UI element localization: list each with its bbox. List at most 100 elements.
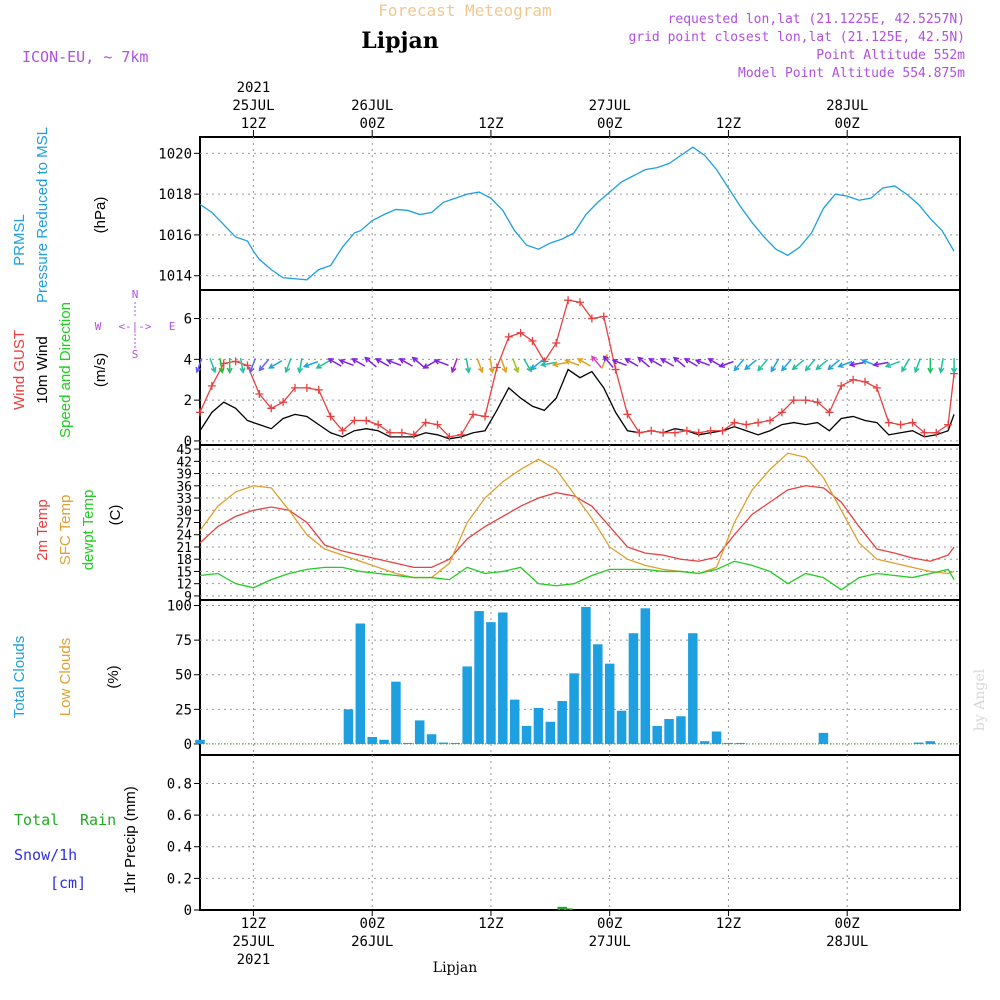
wind-arrow-head	[226, 367, 233, 374]
wind-gust-marker	[801, 396, 810, 405]
wind-arrow-head	[757, 365, 764, 372]
wind-arrow-shaft	[827, 359, 840, 370]
wind-direction-arrow	[683, 358, 698, 367]
wind-arrow-head	[501, 366, 508, 374]
cloud-bar	[676, 716, 686, 744]
wind-arrow-shaft	[352, 358, 366, 367]
wind-arrow-head	[576, 358, 584, 364]
wind-arrow-head	[659, 358, 667, 364]
wind-gust-marker	[504, 332, 513, 341]
wind-arrow-shaft	[541, 361, 556, 366]
wind-direction-arrow	[386, 358, 402, 366]
cloud-bar	[640, 608, 651, 744]
wind-arrow-head	[539, 361, 547, 368]
wind-direction-arrow	[218, 357, 225, 374]
wind-direction-arrow	[659, 358, 675, 367]
wind-arrow-head	[815, 364, 822, 371]
wind-direction-arrow	[530, 359, 544, 371]
pressure-ytick-label: 1014	[158, 269, 192, 285]
cloud-bar	[604, 663, 615, 744]
pressure-label-prmsl: PRMSL	[11, 214, 28, 266]
compass-e: E	[169, 320, 176, 333]
wind-direction-arrow	[551, 361, 568, 368]
cloud-bar	[557, 701, 567, 744]
top-time-axis: 2021 25JUL 12Z 26JUL 00Z 12Z 27JUL 00Z 12Z 28JUL 0…	[232, 80, 868, 137]
bottom-time-label: 26JUL	[351, 934, 393, 950]
wind-arrow-head	[733, 365, 740, 372]
wind-arrow-shaft	[757, 358, 769, 371]
wind-arrow-shaft	[399, 358, 413, 367]
pressure-ytick-label: 1016	[158, 228, 192, 244]
bottom-time-label: 2021	[237, 952, 271, 968]
cloud-bar	[533, 707, 544, 744]
panels: 1014101610181020024691215182124273033363…	[158, 136, 961, 919]
wind-arrow-head	[951, 367, 958, 374]
wind-arrow-head	[268, 363, 275, 369]
pressure-frame	[199, 136, 961, 291]
wind-direction-arrow	[718, 360, 734, 368]
wind-gust-marker	[825, 408, 834, 417]
wind-direction-arrow	[327, 358, 342, 367]
wind-arrow-shaft	[423, 360, 437, 369]
wind-direction-arrow	[248, 358, 256, 374]
wind-direction-arrow	[374, 358, 390, 367]
wind-arrow-head	[648, 358, 655, 364]
bottom-time-label: 12Z	[478, 916, 503, 932]
credit-watermark: by Angel	[972, 668, 988, 731]
wind-gust-marker	[552, 339, 561, 348]
wind-gust-marker	[433, 420, 442, 429]
cloud-bar	[616, 710, 627, 744]
wind-direction-arrow	[913, 358, 921, 374]
wind-arrow-shaft	[850, 361, 865, 366]
wind-arrow-head	[477, 366, 484, 374]
temp-ytick-label: 12	[176, 578, 192, 593]
wind-arrow-shaft	[885, 360, 901, 368]
cloud-bar	[426, 734, 437, 744]
temp-sfc-label: SFC Temp	[57, 495, 74, 566]
wind-direction-arrow	[351, 358, 366, 367]
cloud-bar	[925, 741, 936, 744]
wind-arrow-shaft	[873, 361, 889, 366]
temp-ytick-label: 45	[176, 443, 192, 458]
top-time-label: 25JUL	[232, 98, 274, 114]
wind-gust-marker	[944, 420, 953, 429]
wind-arrow-shaft	[684, 358, 698, 367]
cloud-bar	[818, 732, 829, 744]
wind-gust-marker	[338, 426, 347, 435]
wind-arrow-shaft	[781, 358, 792, 371]
precip-ytick-label: 0.2	[167, 871, 192, 887]
wind-direction-arrow	[827, 359, 840, 371]
wind-gust-marker	[243, 361, 252, 370]
wind-arrow-head	[827, 364, 834, 371]
wind-direction-arrow	[226, 358, 233, 374]
wind-gust-marker	[754, 418, 763, 427]
wind-gust-marker	[706, 426, 715, 435]
wind-arrow-shaft	[612, 359, 627, 366]
wind-direction-arrow	[815, 359, 829, 371]
wind-arrow-shaft	[451, 358, 458, 373]
bottom-time-label: 25JUL	[232, 934, 274, 950]
wind-arrow-head	[351, 358, 358, 364]
wind-arrow-head	[450, 366, 457, 374]
wind-arrow-shaft	[695, 359, 711, 366]
wind-gust-line	[199, 299, 955, 438]
wind-gust-marker	[374, 420, 383, 429]
wind-arrow-head	[338, 358, 346, 365]
top-time-label: 12Z	[478, 116, 503, 132]
cloud-bar	[379, 739, 389, 744]
wind-direction-arrow	[872, 361, 889, 368]
pressure-unit: (hPa)	[92, 197, 109, 234]
temp-ytick-label: 42	[176, 455, 192, 470]
compass-n: N	[132, 288, 139, 301]
wind-gust-marker	[576, 298, 584, 307]
wind-direction-arrow	[624, 358, 639, 367]
cloud-bar	[438, 742, 449, 744]
wind-arrow-shaft	[328, 358, 342, 367]
clouds-ytick-label: 75	[175, 633, 192, 649]
cloud-bar	[343, 709, 354, 744]
temp-ytick-label: 39	[176, 468, 192, 483]
pressure-ytick-label: 1018	[158, 187, 192, 203]
wind-gust-marker	[647, 426, 656, 435]
rain-bar	[557, 906, 567, 910]
pressure-line	[199, 146, 955, 281]
